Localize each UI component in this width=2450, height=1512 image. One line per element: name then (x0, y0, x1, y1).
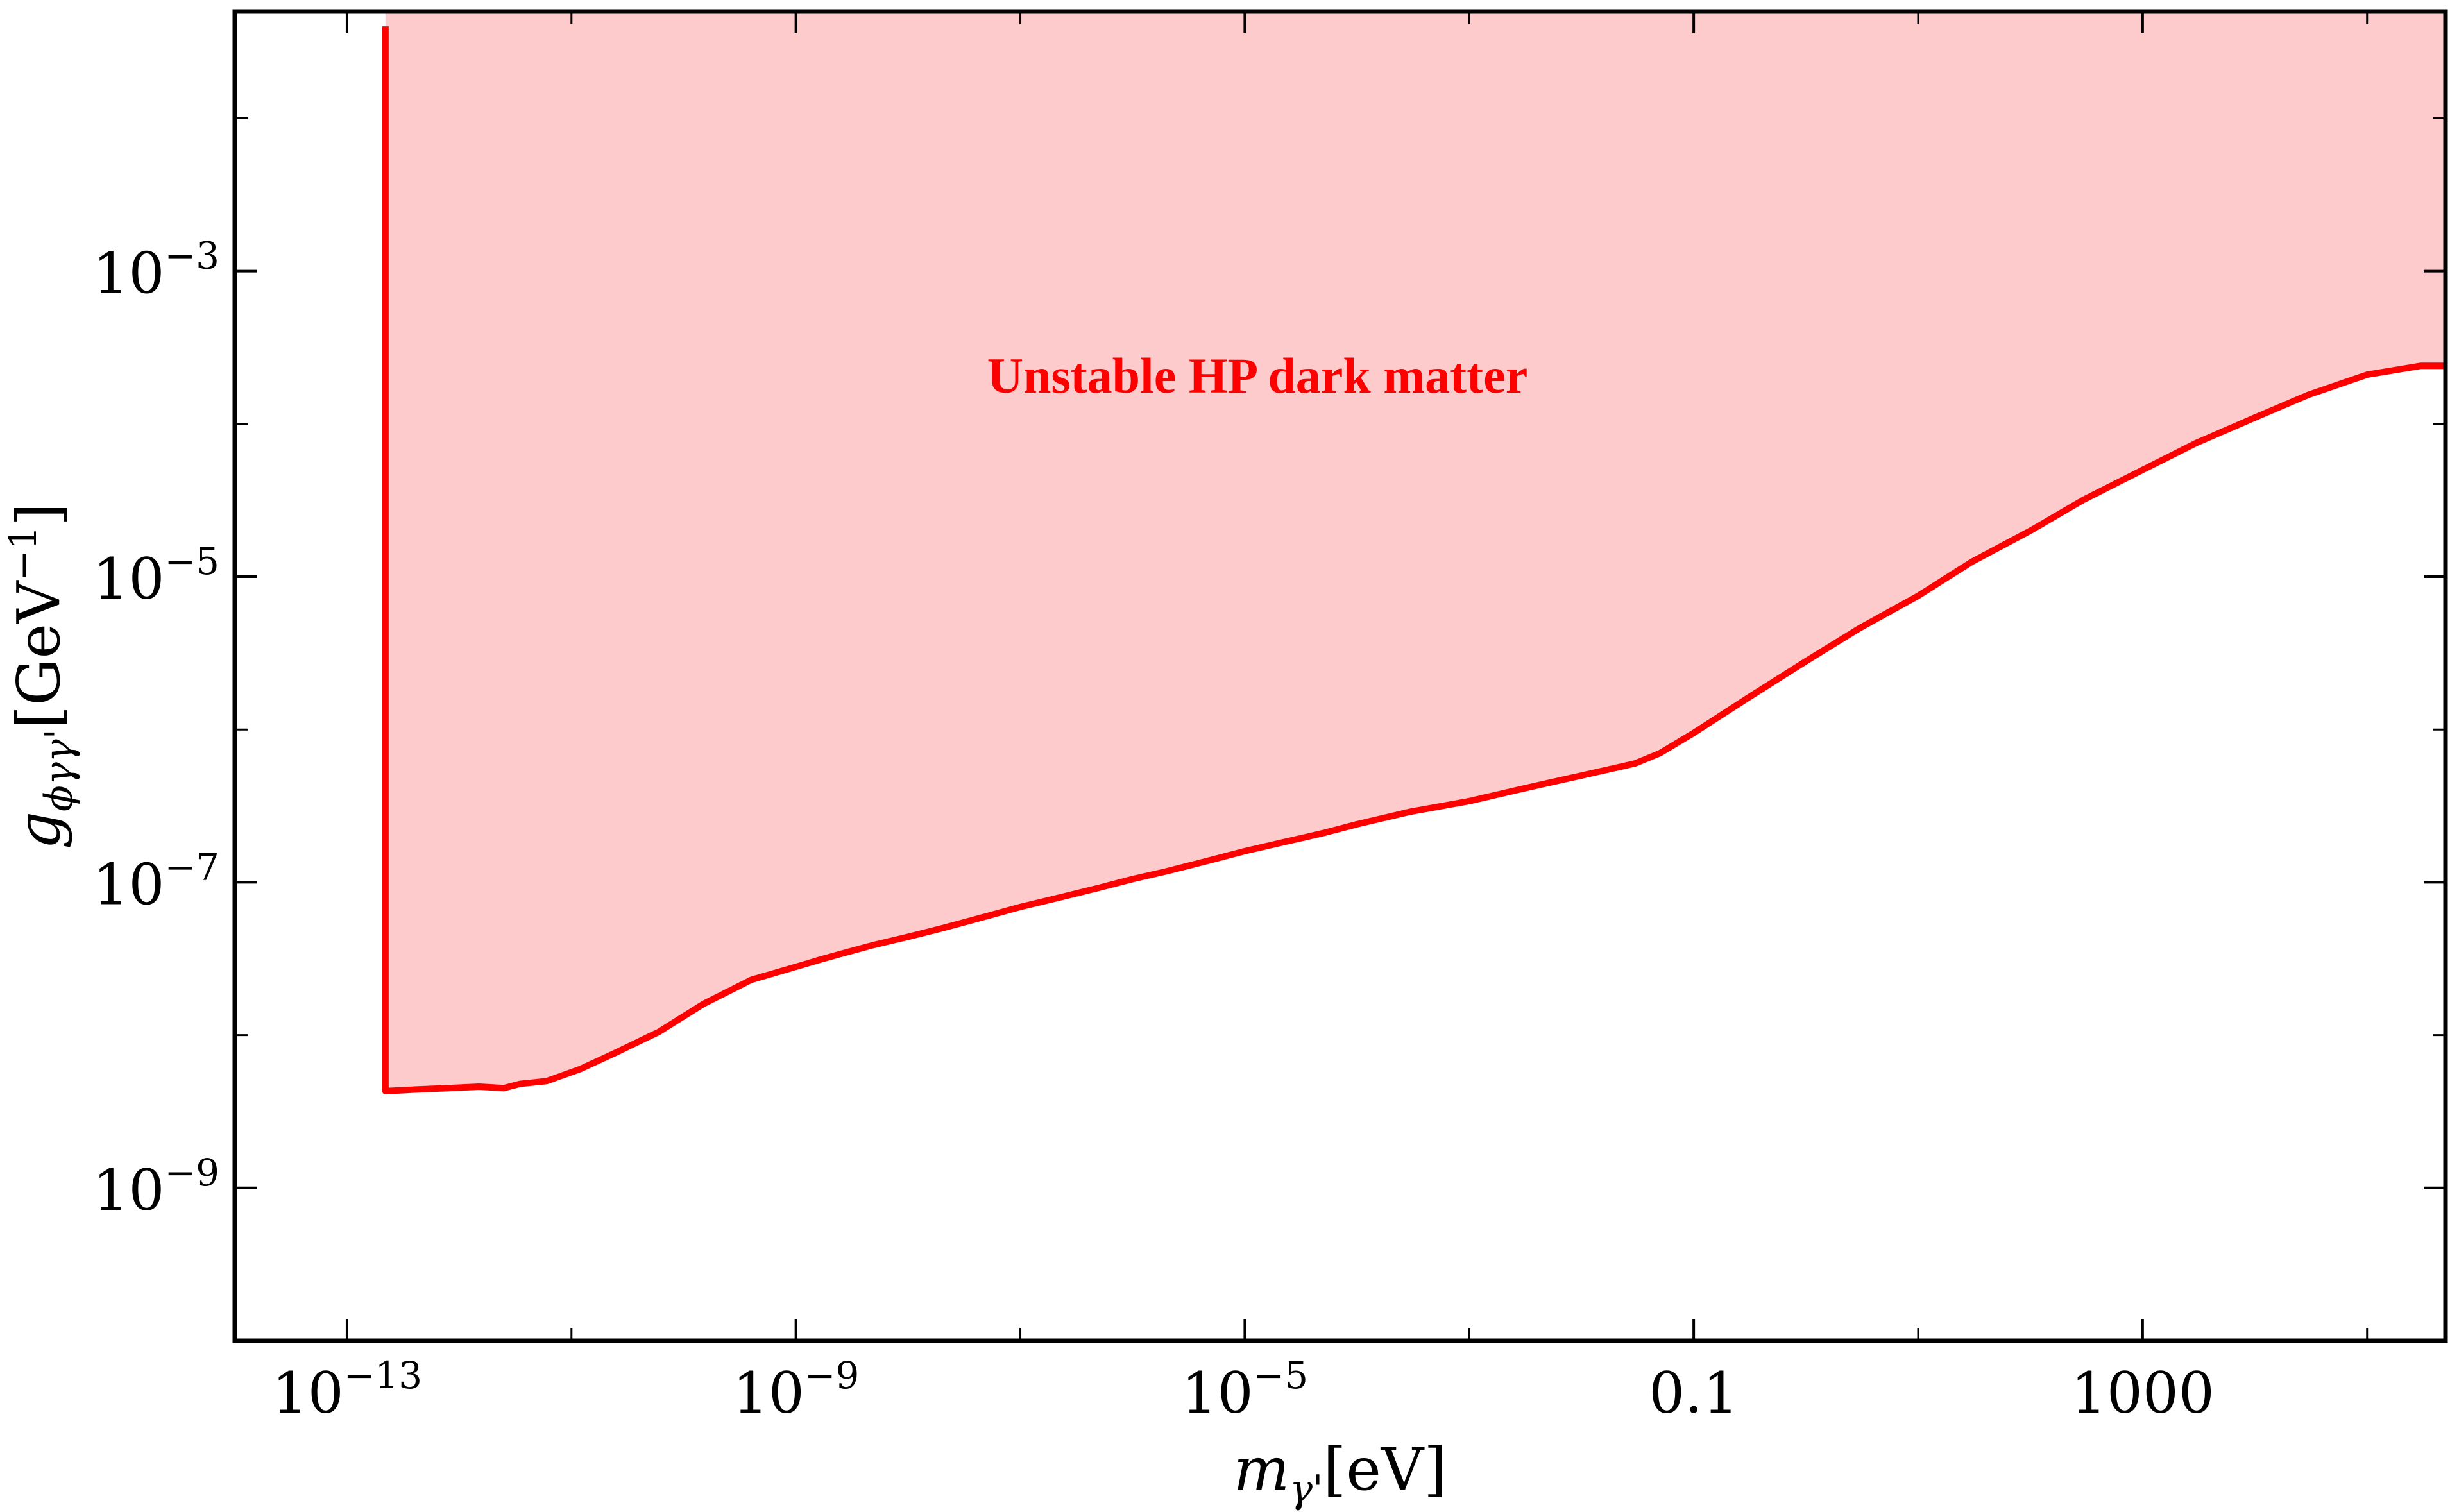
y-tick-label: 10−3 (93, 234, 219, 307)
plot-frame (232, 9, 2448, 1343)
y-tick-label: 10−7 (93, 845, 219, 917)
x-tick-label: 1000 (2071, 1360, 2215, 1426)
y-axis-unit-exponent: −1 (1, 526, 45, 581)
y-axis-label: gϕγγ'[GeV−1] (1, 503, 81, 849)
exclusion-boundary-line (382, 26, 2446, 1094)
y-tick-label: 10−5 (93, 539, 219, 612)
tick-labels: 10−13 10−9 10−5 0.1 1000 10−3 10−5 10−7 10−9 (93, 234, 2215, 1426)
x-tick-label: 0.1 (1649, 1360, 1739, 1426)
y-tick-label: 10−9 (93, 1151, 219, 1223)
excluded-region-fill (385, 12, 2446, 1091)
x-tick-label: 10−5 (1182, 1354, 1308, 1426)
axis-ticks (235, 12, 2446, 1342)
x-axis-unit: [eV] (1323, 1435, 1447, 1504)
x-axis-label: mγ'[eV] (1234, 1435, 1447, 1512)
plot-area (382, 12, 2446, 1094)
x-tick-label: 10−9 (733, 1354, 859, 1426)
y-axis-symbol: g (4, 811, 73, 849)
y-axis-unit-close: ] (4, 503, 73, 526)
x-axis-subscript: γ' (1289, 1467, 1323, 1512)
y-axis-unit: [GeV (4, 580, 73, 729)
x-tick-label: 10−13 (272, 1354, 422, 1426)
x-axis-symbol: m (1234, 1435, 1289, 1504)
y-axis-subscript: ϕγγ' (37, 729, 81, 811)
region-annotation: Unstable HP dark matter (987, 348, 1528, 403)
